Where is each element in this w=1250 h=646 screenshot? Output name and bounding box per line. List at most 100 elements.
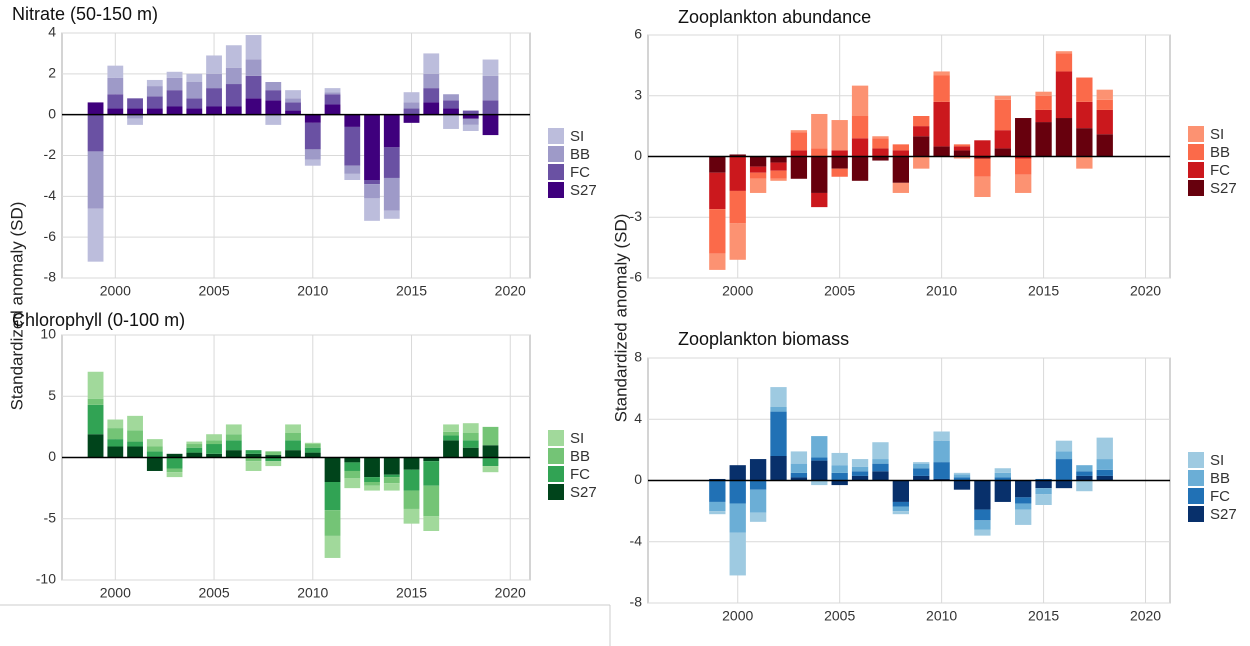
- bar-segment: [933, 478, 950, 481]
- bar-segment: [1096, 469, 1113, 476]
- bar-segment: [127, 118, 143, 125]
- bar-segment: [364, 184, 380, 199]
- bar-segment: [1055, 118, 1073, 157]
- legend-swatch: [548, 466, 564, 482]
- bar-segment: [423, 88, 440, 103]
- bar-segment: [892, 501, 909, 507]
- x-tick-label: 2015: [1028, 608, 1059, 624]
- bar-segment: [482, 114, 499, 136]
- panel-title: Zooplankton abundance: [678, 7, 871, 27]
- bar-segment: [462, 118, 479, 125]
- bar-segment: [166, 453, 183, 458]
- bar-segment: [206, 434, 222, 441]
- bar-segment: [892, 182, 909, 193]
- bar-segment: [994, 148, 1011, 157]
- bar-segment: [1096, 109, 1113, 135]
- bar-segment: [811, 436, 828, 458]
- y-tick-label: 2: [48, 65, 56, 81]
- legend-label: BB: [1210, 470, 1230, 487]
- bar-segment: [146, 79, 163, 87]
- bar-segment: [146, 457, 163, 471]
- x-tick-label: 2000: [722, 608, 753, 624]
- legend-swatch: [548, 430, 564, 446]
- bar-segment: [811, 460, 828, 481]
- bar-segment: [1015, 118, 1032, 157]
- bar-segment: [304, 452, 321, 458]
- bar-segment: [324, 92, 341, 95]
- bar-segment: [324, 535, 341, 558]
- legend-swatch: [548, 484, 564, 500]
- bar-segment: [443, 440, 459, 458]
- bar-segment: [206, 55, 222, 74]
- legend-swatch: [548, 164, 564, 180]
- bar-segment: [443, 100, 459, 109]
- bar-segment: [851, 466, 869, 472]
- bar-segment: [1035, 494, 1052, 505]
- bar-segment: [127, 430, 143, 442]
- bar-segment: [770, 156, 787, 163]
- bar-segment: [146, 451, 163, 458]
- bar-segment: [953, 150, 971, 157]
- bar-segment: [423, 73, 440, 89]
- bar-segment: [87, 404, 104, 435]
- panel-title: Zooplankton biomass: [678, 329, 849, 349]
- x-tick-label: 2005: [198, 283, 229, 299]
- bar-segment: [127, 114, 143, 119]
- bar-segment: [265, 82, 282, 91]
- bar-segment: [831, 465, 848, 473]
- bar-segment: [344, 462, 361, 471]
- bar-segment: [225, 434, 242, 441]
- bar-segment: [364, 114, 380, 180]
- bar-segment: [265, 461, 282, 467]
- bar-segment: [245, 75, 262, 99]
- bar-segment: [1055, 440, 1073, 452]
- bar-segment: [87, 208, 104, 262]
- bar-segment: [186, 82, 203, 99]
- bar-segment: [87, 371, 104, 399]
- bar-segment: [443, 424, 459, 432]
- legend-label: S27: [1210, 180, 1237, 197]
- bar-segment: [1096, 99, 1113, 110]
- bar-segment: [994, 468, 1011, 473]
- bar-segment: [872, 136, 889, 139]
- bar-segment: [1035, 122, 1052, 157]
- bar-segment: [166, 106, 183, 115]
- bar-segment: [953, 474, 971, 478]
- bar-segment: [285, 450, 301, 458]
- bar-segment: [1096, 134, 1113, 157]
- bar-segment: [462, 440, 479, 448]
- bar-segment: [107, 446, 124, 458]
- bar-segment: [364, 477, 380, 482]
- legend-swatch: [548, 448, 564, 464]
- bar-segment: [87, 151, 104, 209]
- bar-segment: [206, 73, 222, 89]
- bar-segment: [729, 190, 746, 224]
- bar-segment: [383, 477, 400, 484]
- y-tick-label: 10: [40, 326, 56, 342]
- y-tick-label: 0: [634, 147, 642, 163]
- bar-segment: [1076, 475, 1093, 481]
- bar-segment: [87, 398, 104, 405]
- bar-segment: [423, 485, 440, 517]
- bar-segment: [166, 77, 183, 91]
- y-tick-label: -8: [44, 269, 57, 285]
- bar-segment: [206, 444, 222, 454]
- bar-segment: [729, 223, 746, 260]
- x-tick-label: 2000: [100, 585, 131, 601]
- bar-segment: [403, 102, 420, 109]
- bar-segment: [1015, 158, 1032, 175]
- x-tick-label: 2005: [824, 283, 855, 299]
- bar-segment: [913, 468, 930, 476]
- bar-segment: [304, 442, 321, 445]
- bar-segment: [403, 114, 420, 123]
- bar-segment: [851, 471, 869, 476]
- bar-segment: [225, 84, 242, 107]
- bar-segment: [1035, 480, 1052, 489]
- bar-segment: [107, 65, 124, 78]
- bar-segment: [953, 480, 971, 490]
- bar-segment: [285, 98, 301, 103]
- bar-segment: [383, 474, 400, 478]
- bar-segment: [383, 114, 400, 148]
- bar-segment: [344, 114, 361, 127]
- bar-segment: [831, 168, 848, 177]
